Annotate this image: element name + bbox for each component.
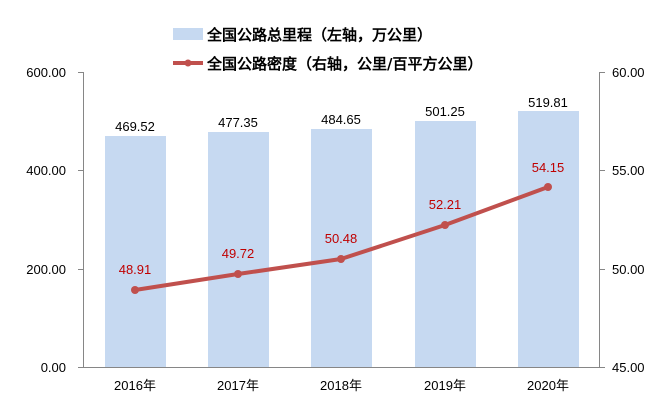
svg-text:2018年: 2018年 — [320, 378, 362, 393]
svg-text:469.52: 469.52 — [115, 119, 155, 134]
svg-text:48.91: 48.91 — [119, 262, 152, 277]
axes — [78, 72, 605, 368]
legend-bar-label: 全国公路总里程（左轴，万公里） — [206, 26, 432, 44]
bar-2016 — [105, 136, 166, 367]
svg-text:484.65: 484.65 — [321, 112, 361, 127]
svg-text:477.35: 477.35 — [218, 115, 258, 130]
legend-line-label: 全国公路密度（右轴，公里/百平方公里） — [206, 55, 482, 73]
bar-2020 — [518, 111, 579, 367]
svg-text:200.00: 200.00 — [26, 262, 66, 277]
svg-text:55.00: 55.00 — [612, 163, 645, 178]
svg-text:50.48: 50.48 — [325, 231, 358, 246]
svg-text:400.00: 400.00 — [26, 163, 66, 178]
line-value-labels: 48.91 49.72 50.48 52.21 54.15 — [119, 160, 565, 277]
svg-text:519.81: 519.81 — [528, 95, 568, 110]
right-axis-labels: 60.00 55.00 50.00 45.00 — [612, 65, 645, 375]
legend-bar-swatch — [173, 28, 203, 40]
bar-value-labels: 469.52 477.35 484.65 501.25 519.81 — [115, 95, 568, 134]
bar-2018 — [311, 129, 372, 367]
left-axis-labels: 600.00 400.00 200.00 0.00 — [26, 65, 66, 375]
svg-text:45.00: 45.00 — [612, 360, 645, 375]
svg-text:2016年: 2016年 — [114, 378, 156, 393]
density-line — [131, 183, 552, 294]
svg-text:2020年: 2020年 — [527, 378, 569, 393]
svg-text:2019年: 2019年 — [424, 378, 466, 393]
svg-text:50.00: 50.00 — [612, 262, 645, 277]
svg-text:52.21: 52.21 — [429, 197, 462, 212]
svg-text:54.15: 54.15 — [532, 160, 565, 175]
bar-2017 — [208, 132, 269, 367]
bars — [105, 111, 579, 367]
svg-text:600.00: 600.00 — [26, 65, 66, 80]
svg-text:49.72: 49.72 — [222, 246, 255, 261]
svg-text:501.25: 501.25 — [425, 104, 465, 119]
svg-text:0.00: 0.00 — [41, 360, 66, 375]
svg-text:2017年: 2017年 — [217, 378, 259, 393]
legend: 全国公路总里程（左轴，万公里） 全国公路密度（右轴，公里/百平方公里） — [173, 26, 482, 73]
svg-text:60.00: 60.00 — [612, 65, 645, 80]
x-axis-labels: 2016年 2017年 2018年 2019年 2020年 — [114, 378, 569, 393]
bar-2019 — [415, 121, 476, 367]
